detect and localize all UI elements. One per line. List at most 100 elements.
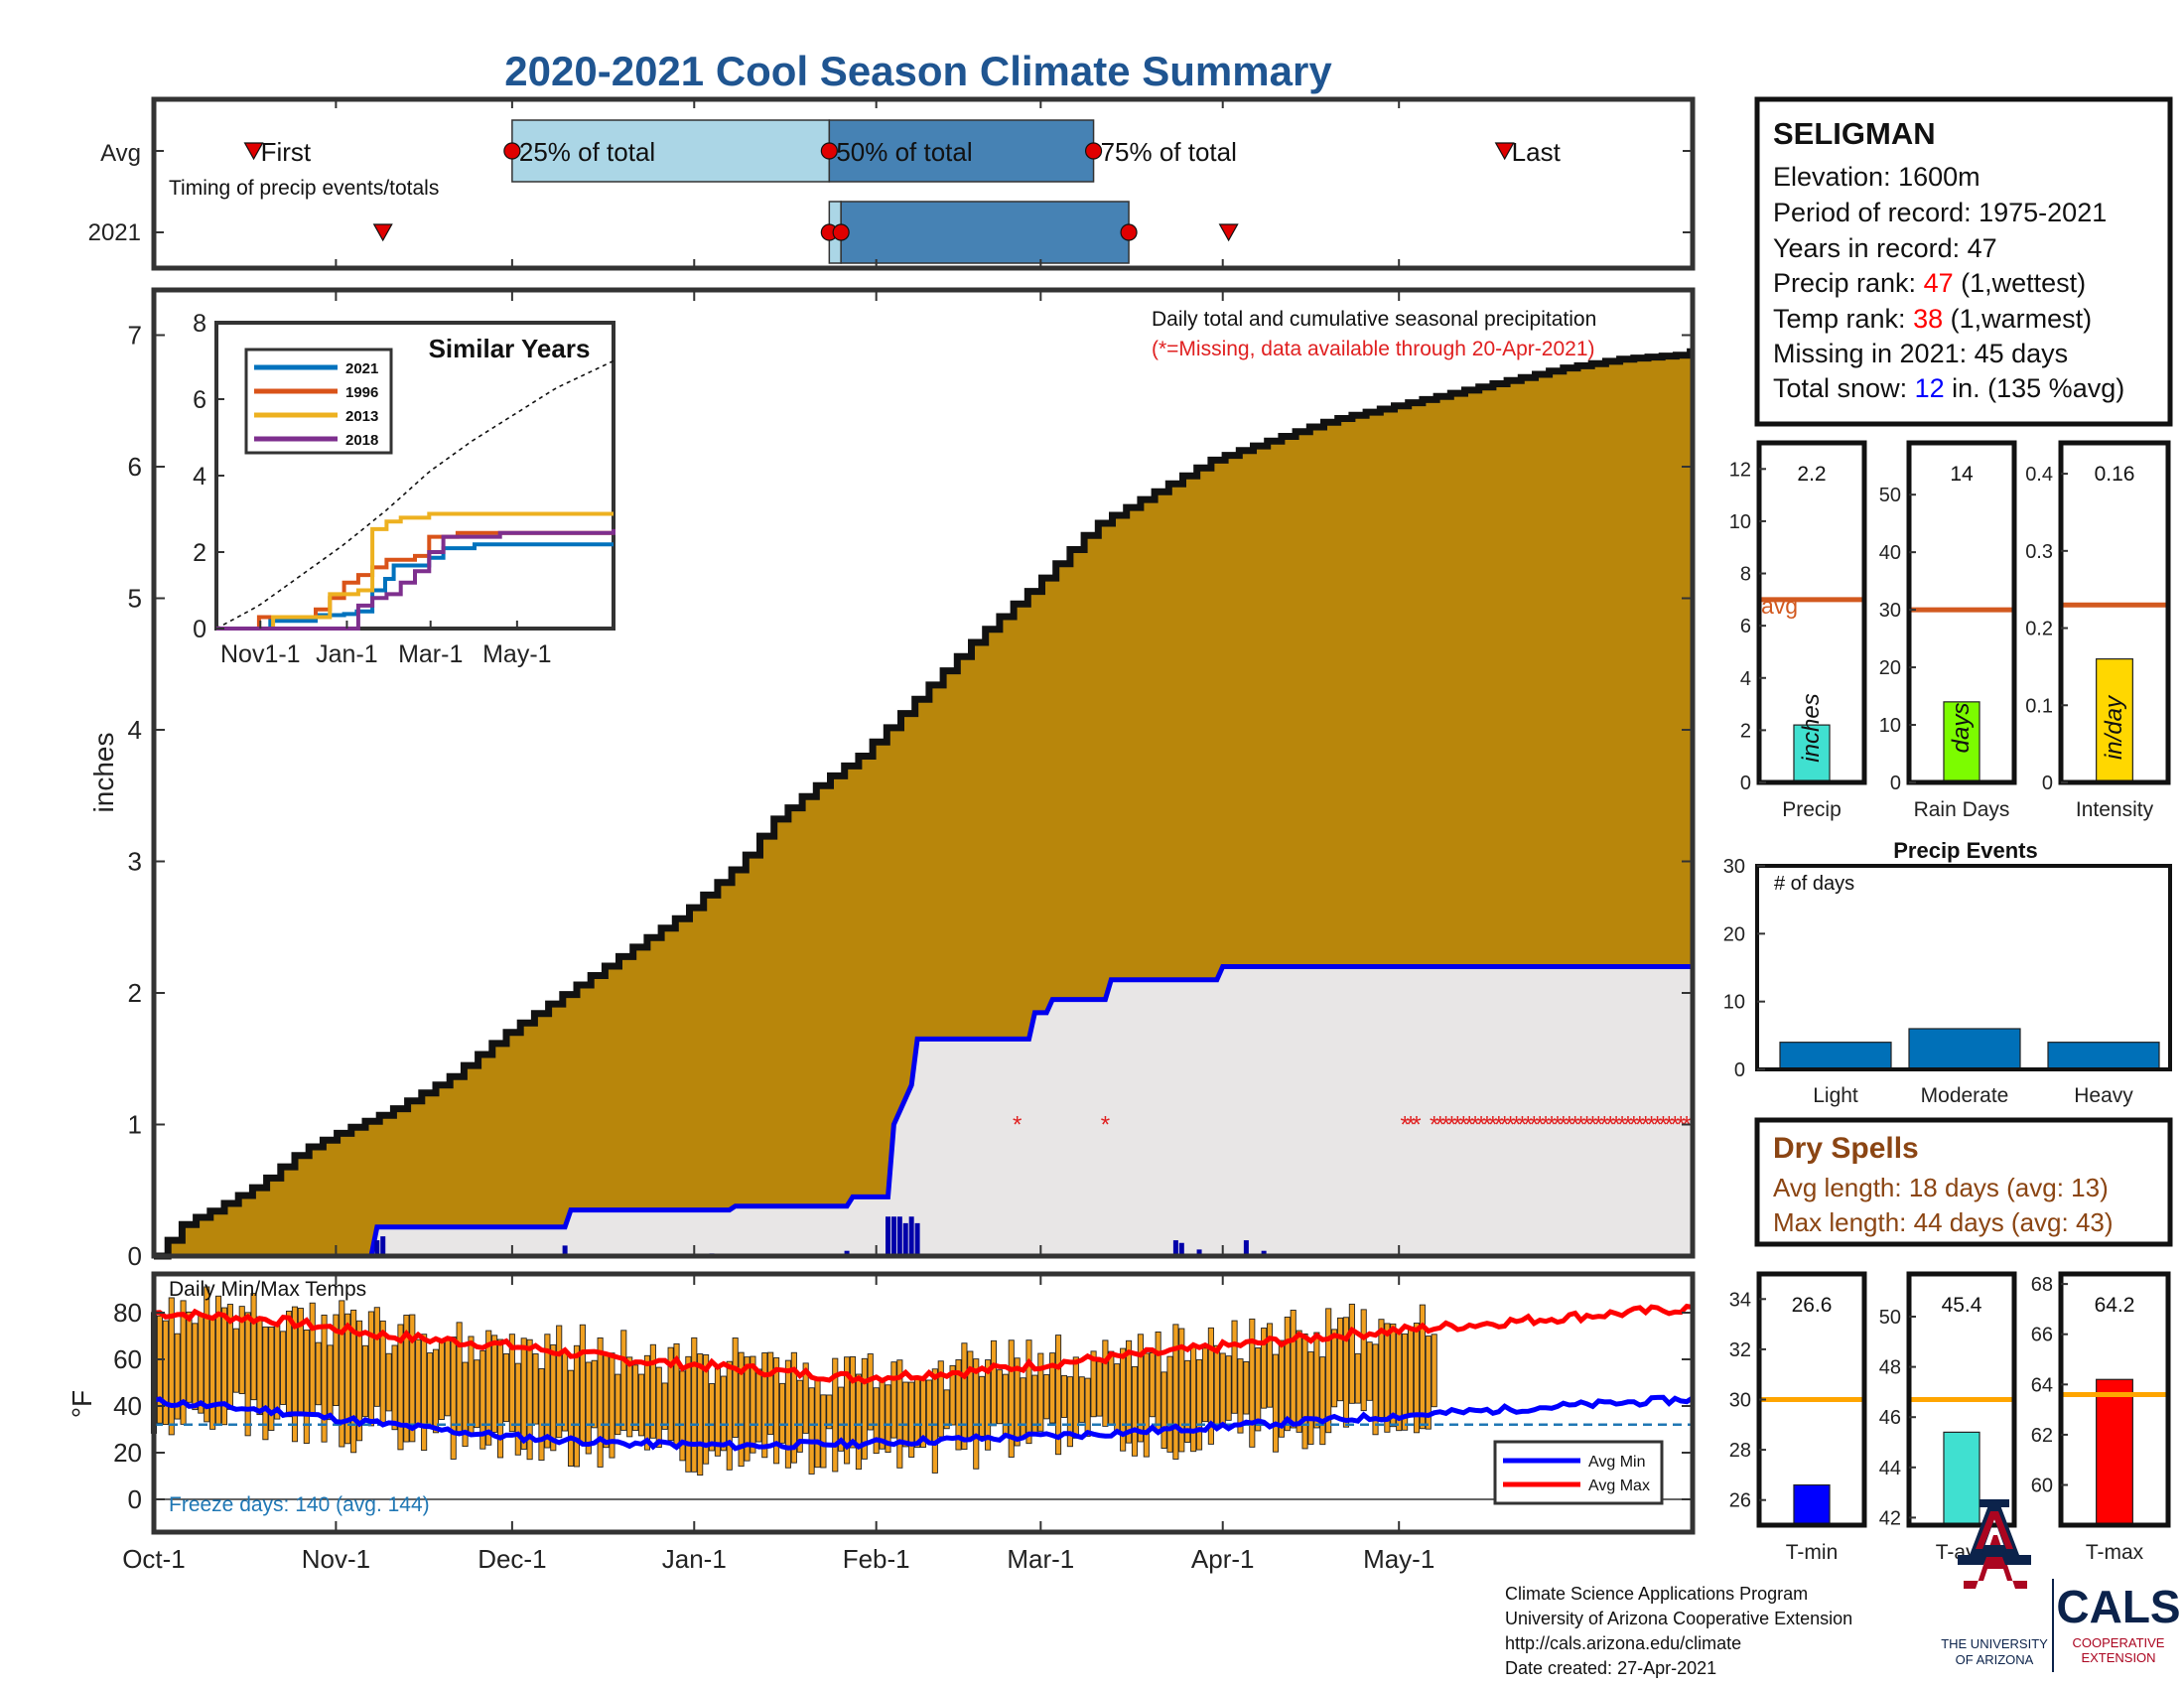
- stat-tick-label: 46: [1879, 1407, 1901, 1429]
- daily-precip-bar: [374, 1240, 380, 1256]
- temp-day-bar: [520, 1337, 527, 1450]
- ua-text-1: THE UNIVERSITY: [1941, 1636, 2048, 1651]
- stat-value: 2.2: [1797, 463, 1826, 486]
- missing-day-marker: *: [1536, 1112, 1545, 1139]
- daily-precip-bar: [562, 1245, 568, 1256]
- temp-day-bar: [726, 1360, 733, 1471]
- temp-day-bar: [949, 1364, 956, 1426]
- temp-day-bar: [620, 1330, 627, 1431]
- avg-last-marker: [1494, 142, 1515, 161]
- stat-tick-label: 50: [1879, 1307, 1901, 1329]
- temp-day-bar: [532, 1353, 539, 1425]
- temp-day-bar: [861, 1357, 868, 1460]
- stat-tick-label: 64: [2031, 1374, 2053, 1396]
- events-y-label: # of days: [1774, 873, 1854, 895]
- temp-day-bar: [309, 1302, 316, 1414]
- temp-day-bar: [603, 1353, 610, 1449]
- stat-tick-label: 0.4: [2025, 464, 2053, 486]
- station-years: Years in record: 47: [1773, 233, 1997, 263]
- missing-day-marker: *: [1671, 1112, 1680, 1139]
- temp-day-bar: [649, 1343, 656, 1439]
- stat-bar-precip: [1793, 724, 1831, 783]
- avg-25-50-box: [511, 119, 831, 183]
- freeze-days-text: Freeze days: 140 (avg. 144): [169, 1493, 430, 1516]
- timing-markers: [243, 142, 1515, 242]
- missing-day-marker: *: [1665, 1112, 1674, 1139]
- temp-day-bar: [1331, 1329, 1338, 1408]
- stat-panel-frame: [1756, 440, 1867, 785]
- event-category-light: Light: [1813, 1084, 1858, 1107]
- temp-day-bar: [339, 1300, 345, 1448]
- missing-day-marker: *: [1559, 1112, 1568, 1139]
- temp-day-bar: [1072, 1356, 1079, 1439]
- temp-day-bar: [562, 1351, 569, 1432]
- temp-day-bar: [556, 1325, 563, 1439]
- temp-day-bar: [496, 1338, 504, 1459]
- y2021-p50-marker: [832, 223, 850, 241]
- temp-day-bar: [232, 1328, 239, 1393]
- stat-label: Precip: [1782, 798, 1842, 821]
- temp-day-bar: [931, 1368, 938, 1474]
- temp-stat-panels: 26.62628303234T-min45.44244464850T-avg64…: [1729, 1271, 2171, 1564]
- ua-text-2: OF ARIZONA: [1956, 1652, 2034, 1667]
- missing-day-marker: *: [1524, 1112, 1533, 1139]
- missing-day-marker: *: [1482, 1112, 1491, 1139]
- missing-day-marker: *: [1641, 1112, 1650, 1139]
- timing-ticks: [153, 99, 1693, 268]
- temp-day-bar: [1354, 1352, 1361, 1404]
- avg-max-line: [153, 1303, 1694, 1385]
- temp-day-bar: [1290, 1310, 1297, 1429]
- temp-day-bar: [280, 1331, 287, 1405]
- daily-precip-bar: [902, 1222, 908, 1256]
- event-category-moderate: Moderate: [1921, 1084, 2009, 1107]
- missing-day-marker: *: [1406, 1112, 1415, 1139]
- temp-day-bar: [890, 1361, 897, 1439]
- temp-day-bar: [168, 1297, 175, 1436]
- daily-precip-bar: [914, 1222, 920, 1256]
- similar-years-inset: Similar Years 2021 1996 2013 2018 0 2 4 6 8 Nov1…: [193, 310, 615, 668]
- stat-label: T-min: [1786, 1541, 1839, 1564]
- temp-day-bar: [156, 1315, 163, 1424]
- daily-precip-bar: [1172, 1240, 1178, 1256]
- stat-tick-label: 62: [2031, 1425, 2053, 1447]
- inset-y-tick-label: 6: [193, 386, 206, 414]
- inset-x-tick-label: May-1: [482, 640, 551, 668]
- month-label-Jan-1: Jan-1: [662, 1544, 727, 1574]
- temp-day-bar: [838, 1386, 845, 1452]
- temp-day-bar: [1284, 1316, 1291, 1432]
- timing-row-2021: 2021: [88, 219, 141, 246]
- missing-day-marker: *: [1653, 1112, 1662, 1139]
- event-y-tick-label: 0: [1734, 1059, 1745, 1081]
- event-y-tick-label: 10: [1723, 992, 1745, 1014]
- missing-day-marker: *: [1500, 1112, 1509, 1139]
- average-cumulative-line: [154, 348, 1695, 1260]
- stat-panel-precip: 2.2 0 2 4 6 8 10 12 inches avg Precip: [1729, 440, 1867, 821]
- temp-day-bar: [361, 1344, 369, 1418]
- temp-day-bar: [415, 1338, 422, 1425]
- stat-tick-label: 8: [1740, 564, 1751, 586]
- month-label-Feb-1: Feb-1: [843, 1544, 910, 1574]
- temp-day-bar: [1266, 1323, 1274, 1408]
- temp-day-bar: [908, 1381, 915, 1458]
- temp-day-bar: [1143, 1352, 1150, 1458]
- temp-day-bar: [1319, 1356, 1326, 1446]
- stat-panel-t-min: 26.6 26 28 30 32 34 T-min: [1729, 1271, 1867, 1564]
- temp-day-bar: [444, 1339, 451, 1417]
- events-title: Precip Events: [1893, 838, 2038, 863]
- timing-p50-label: 50% of total: [836, 137, 972, 167]
- temp-day-bar: [914, 1377, 921, 1449]
- temp-day-bar: [474, 1359, 480, 1429]
- temp-day-bar: [1402, 1333, 1409, 1431]
- event-bar-moderate: [1908, 1028, 2021, 1070]
- temp-day-bar: [1255, 1347, 1262, 1432]
- station-period: Period of record: 1975-2021: [1773, 198, 2107, 227]
- missing-day-marker: *: [1400, 1112, 1409, 1139]
- precip-panel: * * *** ***********************************…: [88, 287, 1696, 1271]
- temp-day-bar: [1196, 1358, 1203, 1451]
- temp-day-bar: [1108, 1350, 1115, 1425]
- missing-day-marker: *: [1470, 1112, 1479, 1139]
- temp-day-bar: [990, 1339, 998, 1427]
- stat-tick-label: 12: [1729, 459, 1751, 481]
- temp-day-bar: [1102, 1339, 1109, 1427]
- cals-coop-1: COOPERATIVE: [2073, 1635, 2165, 1650]
